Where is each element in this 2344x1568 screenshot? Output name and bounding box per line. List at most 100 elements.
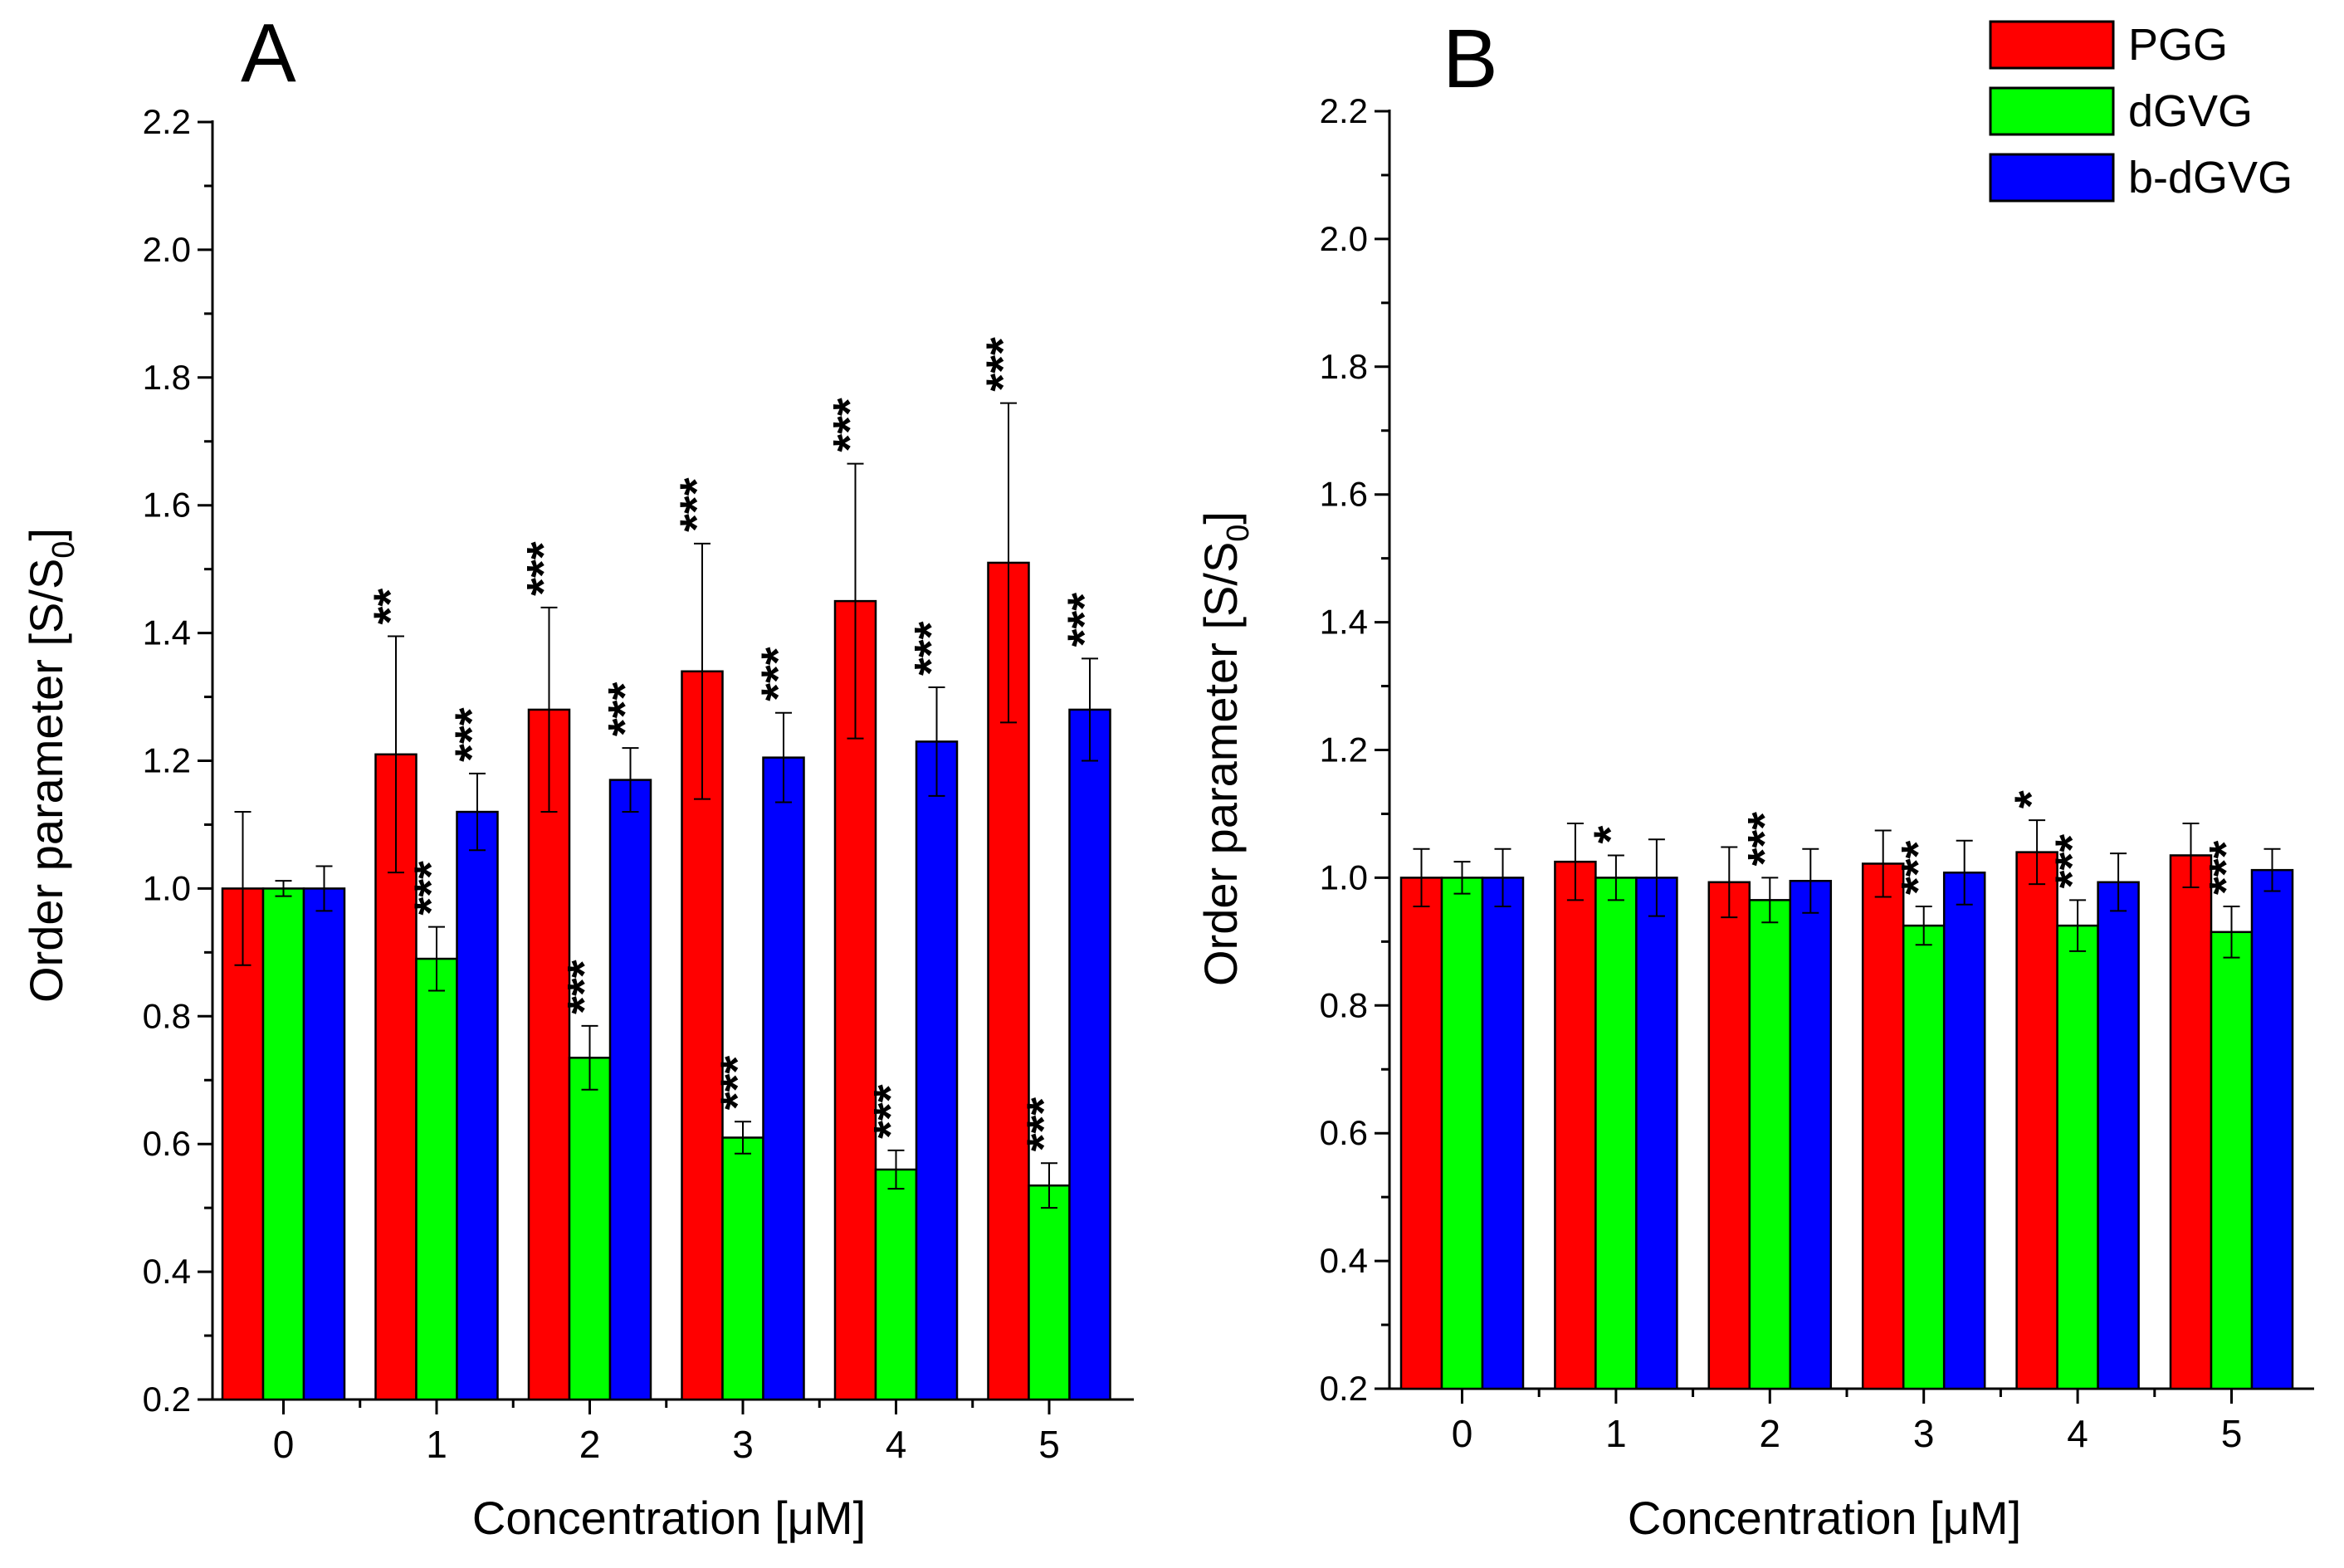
y-tick-label: 0.2 (1320, 1369, 1368, 1408)
significance-label: *** (864, 1084, 916, 1139)
y-axis-label-close: ] (1194, 511, 1247, 525)
y-tick-label: 0.2 (143, 1380, 191, 1419)
x-tick-label: 5 (1038, 1423, 1060, 1466)
significance-label: *** (751, 647, 803, 701)
significance-label: * (1584, 825, 1636, 843)
x-tick-label: 1 (1605, 1412, 1627, 1455)
panel-label: A (241, 7, 296, 100)
bar-b-dgvg (2250, 868, 2294, 1390)
significance-label: *** (905, 621, 957, 676)
significance-label: *** (598, 682, 651, 737)
y-tick-label: 0.8 (1320, 985, 1368, 1024)
y-tick-label: 1.8 (143, 358, 191, 397)
bar-b-dgvg (1481, 877, 1525, 1390)
x-tick-label: 0 (1452, 1412, 1473, 1455)
bar-dgvg (1028, 1184, 1071, 1401)
y-tick-label: 1.4 (1320, 603, 1368, 642)
panel-label: B (1443, 12, 1498, 105)
significance-label: * (2005, 790, 2057, 808)
y-tick-label: 1.0 (143, 868, 191, 907)
x-tick-label: 5 (2221, 1412, 2243, 1455)
significance-label: *** (558, 960, 610, 1014)
bar-pgg (1707, 881, 1751, 1390)
significance-label: *** (1892, 840, 1944, 895)
bar-b-dgvg (915, 740, 959, 1401)
x-axis-label: Concentration [μM] (1628, 1492, 2021, 1544)
significance-label: *** (1017, 1097, 1069, 1152)
bar-dgvg (721, 1136, 764, 1401)
x-tick-label: 2 (579, 1423, 601, 1466)
y-tick-label: 1.6 (143, 486, 191, 525)
y-axis-label-close: ] (20, 528, 72, 541)
bar-b-dgvg (762, 756, 805, 1401)
bar-dgvg (1748, 899, 1792, 1390)
y-axis-label: Order parameter [S/S0] (20, 528, 81, 1003)
legend-label: b-dGVG (2128, 153, 2293, 203)
significance-label: ** (364, 589, 416, 625)
significance-label: *** (1057, 593, 1110, 647)
significance-label: *** (445, 707, 497, 762)
y-tick-label: 2.2 (143, 102, 191, 141)
bar-b-dgvg (1789, 879, 1833, 1390)
y-tick-label: 0.6 (143, 1124, 191, 1163)
significance-label: *** (404, 861, 457, 916)
bar-b-dgvg (608, 779, 652, 1401)
legend-swatch-pgg (1989, 20, 2115, 70)
legend-label: dGVG (2128, 86, 2253, 136)
x-tick-label: 3 (1913, 1412, 1935, 1455)
significance-label: *** (1737, 812, 1790, 867)
x-tick-label: 3 (732, 1423, 754, 1466)
bar-b-dgvg (302, 887, 346, 1401)
bar-dgvg (261, 887, 305, 1401)
bar-dgvg (1902, 924, 1946, 1390)
bar-b-dgvg (1068, 708, 1111, 1401)
y-tick-label: 1.0 (1320, 857, 1368, 896)
significance-label: *** (976, 337, 1028, 392)
bar-dgvg (874, 1168, 918, 1401)
bar-b-dgvg (456, 810, 499, 1401)
y-axis-label: Order parameter [S/S0] (1194, 511, 1256, 986)
y-tick-label: 0.8 (143, 996, 191, 1035)
legend-swatch-b-dgvg (1989, 153, 2115, 203)
bar-dgvg (1594, 877, 1638, 1390)
bar-dgvg (415, 957, 458, 1401)
bar-pgg (1861, 862, 1905, 1390)
bar-pgg (2169, 854, 2213, 1390)
y-tick-label: 1.2 (143, 741, 191, 780)
y-tick-label: 2.0 (143, 230, 191, 269)
significance-label: *** (823, 398, 876, 452)
x-axis-label: Concentration [μM] (472, 1492, 866, 1544)
x-tick-label: 2 (1760, 1412, 1781, 1455)
y-tick-label: 1.2 (1320, 730, 1368, 769)
bar-pgg (2015, 851, 2058, 1390)
y-axis-label-text: Order parameter [S/S (20, 559, 72, 1003)
significance-label: *** (2045, 834, 2097, 889)
legend-swatch-dgvg (1989, 86, 2115, 136)
bar-dgvg (1440, 877, 1484, 1390)
y-axis-label-text: Order parameter [S/S (1194, 542, 1247, 986)
bar-b-dgvg (2097, 881, 2140, 1390)
bar-dgvg (2056, 924, 2099, 1390)
bar-dgvg (2210, 931, 2254, 1390)
bar-pgg (1399, 877, 1443, 1390)
x-tick-label: 4 (2067, 1412, 2088, 1455)
bar-dgvg (568, 1057, 612, 1401)
significance-label: *** (517, 541, 569, 596)
legend-label: PGG (2128, 20, 2228, 70)
y-tick-label: 2.0 (1320, 219, 1368, 258)
y-tick-label: 0.4 (1320, 1241, 1368, 1280)
panel-a: A 0.2 0.4 0.6 0.8 1.0 1.2 1.4 1.6 1.8 2.0 2.2 Order … (20, 7, 1134, 1544)
y-axis-label-subscript: 0 (1221, 525, 1256, 542)
bar-pgg (527, 708, 571, 1401)
legend: PGG dGVG b-dGVG (1989, 20, 2293, 203)
significance-label: *** (2200, 840, 2252, 895)
panel-b: B 0.2 0.4 0.6 0.8 1.0 1.2 1.4 1.6 1.8 2.0 2.2 Order … (1194, 12, 2314, 1544)
y-axis-label-subscript: 0 (46, 541, 81, 559)
y-tick-label: 1.8 (1320, 347, 1368, 386)
y-tick-label: 1.4 (143, 613, 191, 652)
significance-label: *** (670, 477, 722, 532)
bar-b-dgvg (1942, 871, 1986, 1390)
bar-b-dgvg (1635, 877, 1678, 1390)
